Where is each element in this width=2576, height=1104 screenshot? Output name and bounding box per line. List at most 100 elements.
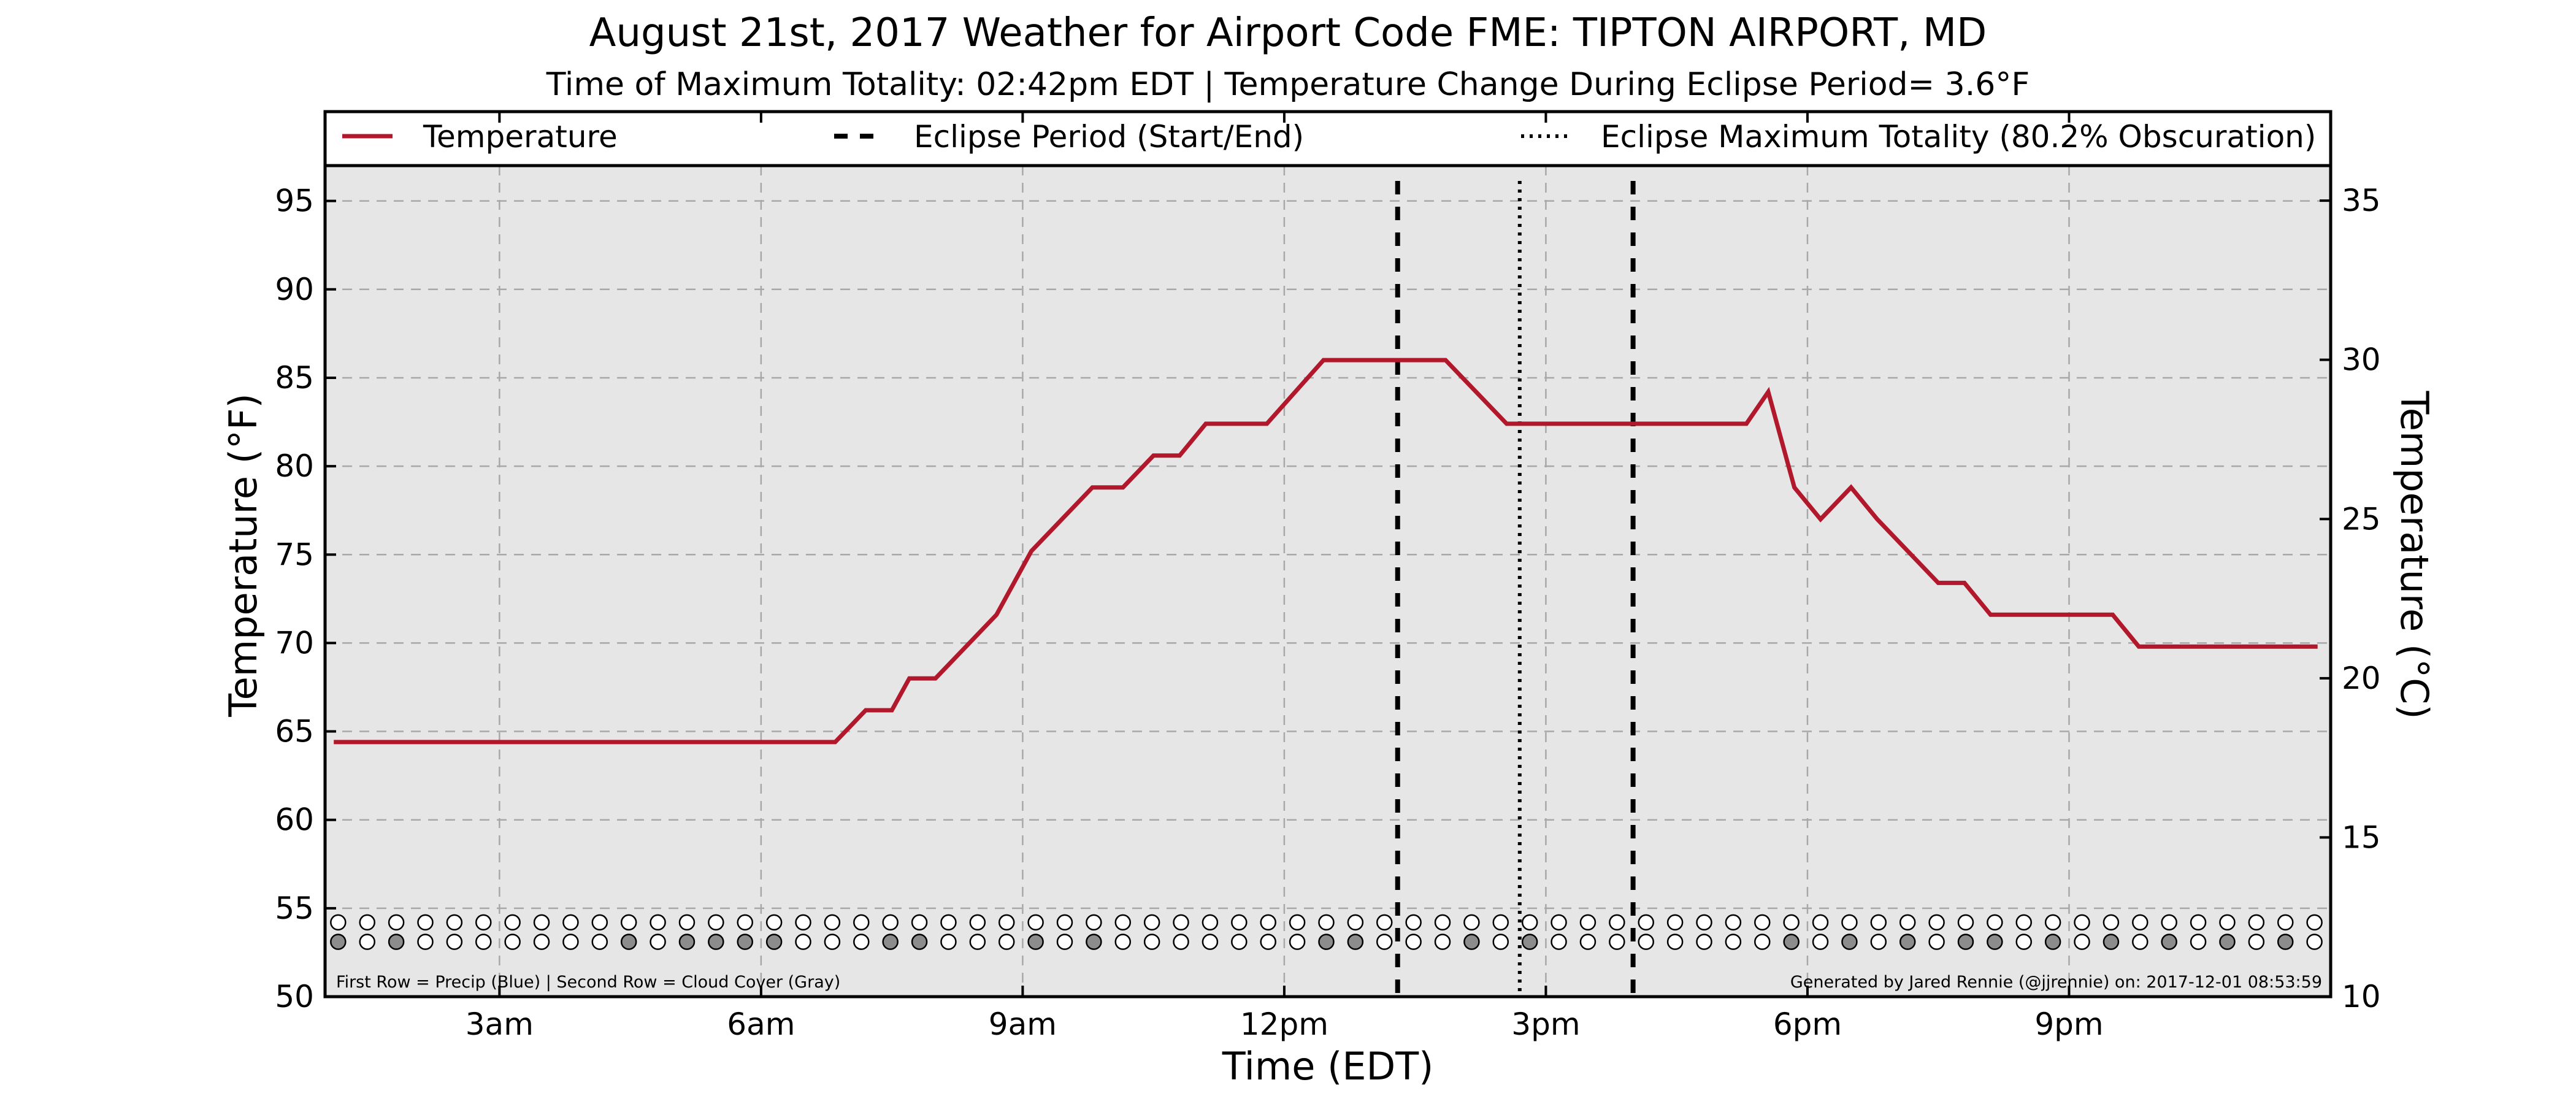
precip-marker: [2190, 914, 2207, 931]
cloud-cover-marker: [2074, 933, 2090, 950]
x-axis-ticks: 3am 6am 9am 12pm 3pm 6pm 9pm: [466, 112, 2104, 1042]
precip-marker: [882, 914, 899, 931]
cloud-cover-marker: [562, 933, 579, 950]
legend-temperature-label: Temperature: [423, 119, 618, 155]
footnote-right: Generated by Jared Rennie (@jjrennie) on…: [1790, 973, 2322, 992]
cloud-cover-marker: [1987, 933, 2003, 950]
precip-marker: [2015, 914, 2032, 931]
precip-marker: [737, 914, 753, 931]
cloud-cover-marker: [620, 933, 637, 950]
precip-marker: [1289, 914, 1306, 931]
precip-marker: [620, 914, 637, 931]
chart-subtitle: Time of Maximum Totality: 02:42pm EDT | …: [546, 66, 2030, 103]
precip-marker: [475, 914, 492, 931]
cloud-cover-marker: [1231, 933, 1248, 950]
legend-eclipse-period-label: Eclipse Period (Start/End): [914, 119, 1304, 155]
x-axis-label: Time (EDT): [1222, 1044, 1434, 1089]
precip-marker: [1086, 914, 1102, 931]
precip-marker: [1318, 914, 1335, 931]
cloud-cover-marker: [969, 933, 986, 950]
precip-marker: [2277, 914, 2294, 931]
cloud-cover-marker: [533, 933, 550, 950]
x-tick-label: 6am: [727, 1006, 795, 1042]
cloud-cover-marker: [330, 933, 347, 950]
y2-tick-label: 25: [2342, 501, 2381, 537]
precip-marker: [1114, 914, 1132, 931]
cloud-cover-marker: [388, 933, 405, 950]
legend-eclipse-max-label: Eclipse Maximum Totality (80.2% Obscurat…: [1601, 119, 2316, 155]
precip-marker: [824, 914, 841, 931]
precip-marker: [1027, 914, 1044, 931]
y-axis-right-ticks: 10 15 20 25 30 35: [2320, 183, 2381, 1014]
precip-marker: [969, 914, 986, 931]
cloud-cover-marker: [708, 933, 724, 950]
chart-title: August 21st, 2017 Weather for Airport Co…: [589, 10, 1987, 56]
precip-marker: [562, 914, 579, 931]
cloud-cover-marker: [1347, 933, 1364, 950]
precip-marker: [650, 914, 666, 931]
precip-marker: [2248, 914, 2265, 931]
precip-marker: [1405, 914, 1422, 931]
x-tick-label: 9am: [989, 1006, 1057, 1042]
cloud-cover-marker: [1086, 933, 1102, 950]
y-tick-label: 95: [275, 183, 314, 219]
cloud-cover-marker: [765, 933, 783, 950]
y-tick-label: 70: [275, 625, 314, 661]
cloud-cover-marker: [475, 933, 492, 950]
y-tick-label: 85: [275, 360, 314, 396]
cloud-cover-marker: [1492, 933, 1509, 950]
cloud-cover-marker: [1812, 933, 1829, 950]
precip-marker: [1899, 914, 1916, 931]
cloud-cover-marker: [2248, 933, 2265, 950]
precip-marker: [1143, 914, 1160, 931]
precip-marker: [417, 914, 434, 931]
precip-marker: [1754, 914, 1771, 931]
plot-area: [325, 166, 2331, 997]
cloud-cover-marker: [1143, 933, 1160, 950]
cloud-cover-marker: [417, 933, 434, 950]
cloud-cover-marker: [1696, 933, 1712, 950]
precip-marker: [2132, 914, 2149, 931]
precip-marker: [1347, 914, 1364, 931]
precip-marker: [1696, 914, 1712, 931]
y2-tick-label: 10: [2342, 979, 2381, 1014]
cloud-cover-marker: [1202, 933, 1219, 950]
cloud-cover-marker: [998, 933, 1015, 950]
cloud-cover-marker: [1114, 933, 1132, 950]
cloud-cover-marker: [2161, 933, 2177, 950]
cloud-cover-marker: [795, 933, 811, 950]
cloud-cover-marker: [1521, 933, 1538, 950]
precip-marker: [2074, 914, 2090, 931]
y-tick-label: 75: [275, 537, 314, 572]
precip-marker: [1666, 914, 1684, 931]
precip-marker: [911, 914, 928, 931]
precip-marker: [1928, 914, 1945, 931]
cloud-cover-marker: [1666, 933, 1684, 950]
precip-marker: [795, 914, 811, 931]
cloud-cover-marker: [2015, 933, 2032, 950]
cloud-cover-marker: [446, 933, 463, 950]
y-tick-label: 60: [275, 802, 314, 838]
precip-marker: [2306, 914, 2323, 931]
cloud-cover-marker: [1725, 933, 1742, 950]
precip-marker: [1609, 914, 1625, 931]
cloud-cover-marker: [1318, 933, 1335, 950]
precip-marker: [1638, 914, 1654, 931]
precip-marker: [1783, 914, 1800, 931]
precip-marker: [359, 914, 375, 931]
precip-marker: [1260, 914, 1276, 931]
precip-marker: [388, 914, 405, 931]
y-tick-label: 65: [275, 714, 314, 749]
cloud-cover-marker: [1376, 933, 1393, 950]
precip-marker: [1521, 914, 1538, 931]
precip-marker: [765, 914, 783, 931]
precip-marker: [1725, 914, 1742, 931]
precip-marker: [1987, 914, 2003, 931]
cloud-cover-marker: [1957, 933, 1974, 950]
y-tick-label: 55: [275, 891, 314, 926]
cloud-cover-marker: [1027, 933, 1044, 950]
footnote-left: First Row = Precip (Blue) | Second Row =…: [336, 973, 840, 992]
cloud-cover-marker: [1609, 933, 1625, 950]
y-axis-left-label: Temperature (°F): [221, 393, 266, 717]
cloud-cover-marker: [2044, 933, 2061, 950]
